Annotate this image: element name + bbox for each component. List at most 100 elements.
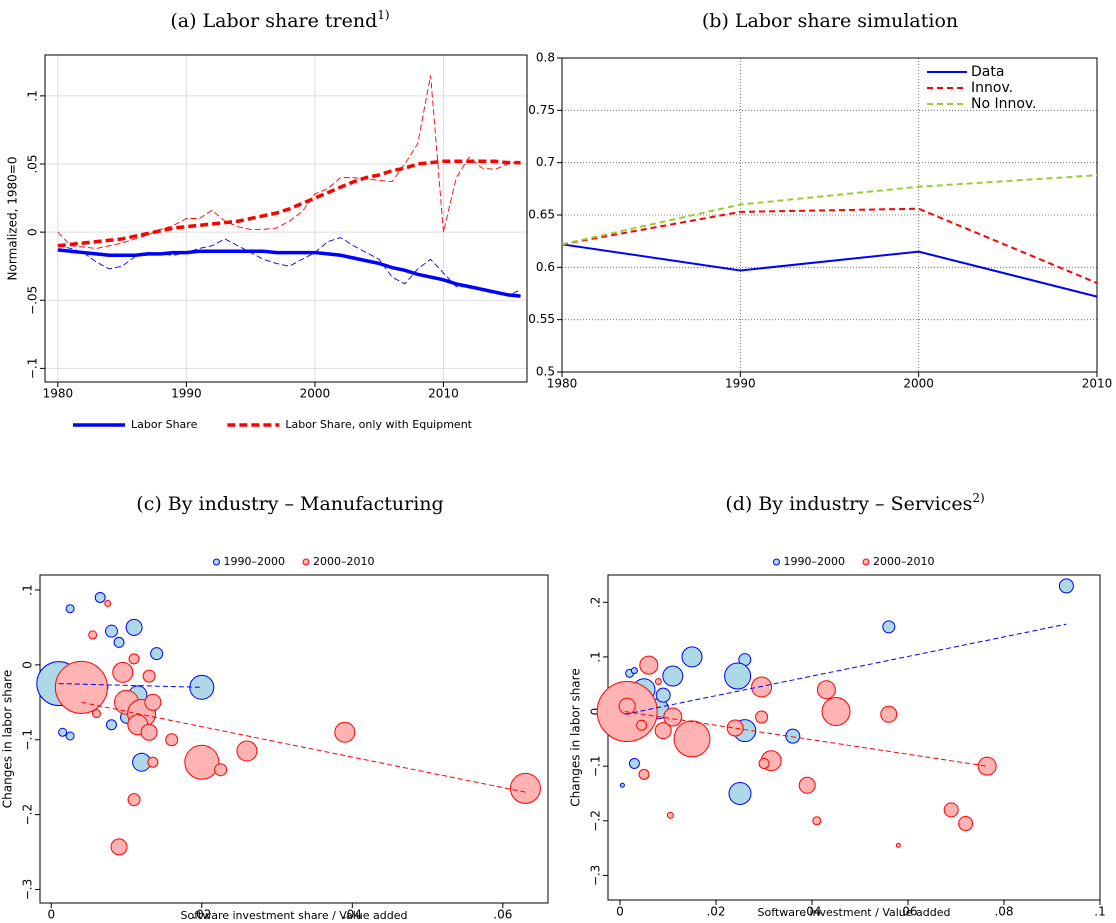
y-tick-label: 0.6: [536, 260, 555, 274]
y-tick-label: −.1: [589, 755, 603, 777]
x-tick-label: 1990: [725, 377, 756, 391]
bubble: [65, 731, 75, 741]
x-tick-label: 0: [47, 908, 55, 922]
legend-label: Labor Share, only with Equipment: [285, 418, 472, 431]
legend-label: Data: [971, 64, 1004, 80]
bubble: [58, 727, 68, 737]
bubble: [639, 655, 659, 675]
bubble: [125, 618, 143, 636]
legend-label: No Innov.: [971, 96, 1037, 112]
x-tick-label: .04: [343, 908, 362, 922]
legend-label: 1990–2000: [224, 555, 286, 568]
bubble: [104, 624, 118, 638]
bubble: [334, 721, 356, 743]
panel-title: (d) By industry – Services2): [725, 491, 984, 516]
plot-frame: [44, 54, 528, 383]
bubble: [65, 604, 75, 614]
x-tick-label: 2000: [300, 387, 331, 401]
series-line: [561, 243, 1098, 298]
x-tick-label: .06: [493, 908, 512, 922]
bubble: [509, 772, 541, 804]
bubble: [127, 793, 141, 807]
bubble: [54, 660, 108, 714]
title-text: (a) Labor share trend: [170, 10, 377, 32]
bubble: [104, 599, 112, 607]
legend-marker: [862, 558, 870, 566]
bubble: [758, 757, 770, 769]
bubble: [619, 782, 625, 788]
y-tick-label: −.1: [21, 729, 35, 751]
y-tick-label: 0: [21, 661, 35, 669]
y-axis-label: Changes in labor share: [1, 670, 15, 808]
bubble: [140, 723, 158, 741]
bubble: [189, 674, 215, 700]
title-note: 2): [972, 491, 984, 505]
bubble: [728, 781, 752, 805]
bubble: [105, 719, 117, 731]
y-tick-label: 0.7: [536, 155, 555, 169]
title-text: (c) By industry – Manufacturing: [136, 493, 443, 515]
legend-label: 2000–2010: [873, 555, 935, 568]
x-tick-label: .02: [706, 905, 725, 919]
y-tick-label: .1: [589, 651, 603, 662]
legend-label: Innov.: [971, 80, 1013, 96]
y-tick-label: −.2: [21, 804, 35, 826]
bubble: [150, 647, 164, 661]
y-tick-label: −.2: [589, 810, 603, 832]
x-tick-label: .02: [192, 908, 211, 922]
bubble: [816, 680, 836, 700]
bubble: [636, 719, 648, 731]
bubble: [165, 733, 179, 747]
raw-line: [57, 75, 521, 249]
bubble: [654, 678, 662, 686]
bubble: [630, 667, 638, 675]
bubble: [214, 763, 228, 777]
series-line: [57, 248, 521, 298]
bubble: [88, 630, 98, 640]
y-axis-label: Changes in labor share: [569, 668, 583, 806]
bubble: [91, 709, 101, 719]
bubble: [147, 756, 159, 768]
bubble: [666, 811, 674, 819]
y-tick-label: 0: [26, 228, 40, 236]
bubble: [1058, 578, 1074, 594]
x-tick-label: 0: [616, 905, 624, 919]
legend-label: Labor Share: [131, 418, 198, 431]
y-tick-label: .1: [26, 90, 40, 101]
bubble: [681, 646, 703, 668]
y-tick-label: .2: [589, 597, 603, 608]
panel-title: (c) By industry – Manufacturing: [136, 493, 443, 515]
y-tick-label: −.3: [21, 879, 35, 901]
bubble: [755, 710, 769, 724]
bubble: [128, 653, 140, 665]
y-tick-label: 0.5: [536, 365, 555, 379]
bubble: [673, 720, 711, 758]
x-axis-label: Software investment / Value added: [758, 906, 951, 919]
plot-frame: [39, 574, 549, 904]
title-note: 1): [377, 8, 389, 22]
legend-marker: [213, 558, 220, 566]
y-tick-label: −.1: [26, 358, 40, 380]
fit-line: [624, 711, 988, 767]
bubble: [726, 719, 744, 737]
fit-line: [624, 623, 1067, 715]
bubble: [144, 693, 162, 711]
bubble: [663, 707, 683, 727]
x-axis-label: Software investment share / Value added: [181, 909, 408, 922]
title-text: (d) By industry – Services: [725, 493, 972, 515]
x-tick-label: 1980: [547, 377, 578, 391]
fit-line: [81, 701, 526, 793]
legend-marker: [773, 558, 780, 566]
bubble: [236, 740, 258, 762]
bubble: [184, 744, 220, 780]
bubble: [958, 816, 974, 832]
title-text: (b) Labor share simulation: [702, 10, 958, 32]
legend-marker: [302, 558, 310, 566]
bubble: [798, 776, 816, 794]
y-tick-label: −.05: [26, 286, 40, 315]
bubble: [110, 838, 128, 856]
y-tick-label: .1: [21, 584, 35, 595]
x-tick-label: 2000: [903, 377, 934, 391]
bubble: [977, 756, 997, 776]
